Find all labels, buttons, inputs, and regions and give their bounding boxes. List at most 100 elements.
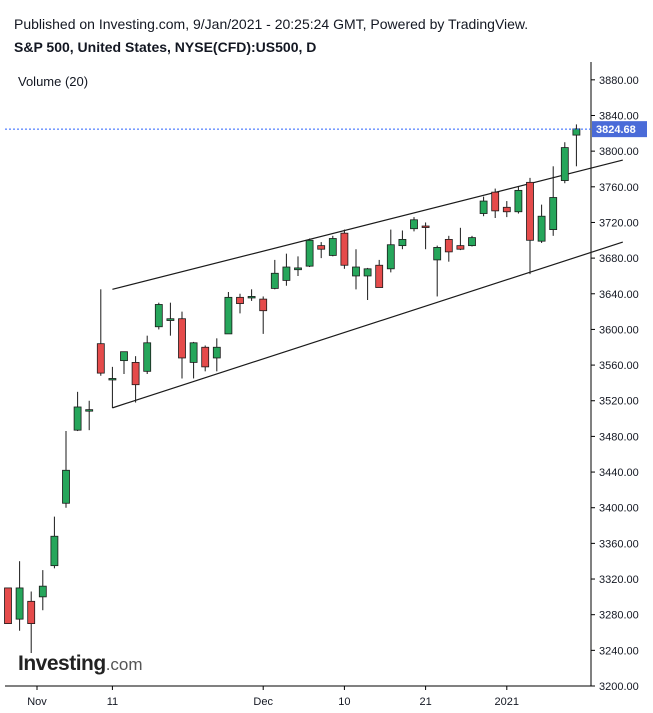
candle bbox=[502, 201, 511, 218]
candle bbox=[537, 204, 546, 243]
candle-body bbox=[549, 197, 558, 230]
candle bbox=[62, 431, 70, 508]
candle bbox=[189, 341, 198, 379]
candle-body bbox=[305, 239, 314, 267]
candle bbox=[514, 186, 523, 214]
candle-body bbox=[340, 232, 349, 266]
y-tick-label: 3800.00 bbox=[599, 146, 639, 158]
candle-body bbox=[15, 587, 24, 620]
y-tick-label: 3680.00 bbox=[599, 253, 639, 265]
candle-body bbox=[247, 296, 256, 299]
candle-body bbox=[50, 535, 59, 567]
candle-body bbox=[282, 266, 291, 281]
candle-body bbox=[479, 200, 488, 214]
x-tick-label: Dec bbox=[253, 696, 273, 708]
y-tick-label: 3640.00 bbox=[599, 289, 639, 301]
investing-logo: Investing.com bbox=[18, 652, 143, 676]
candle-body bbox=[236, 296, 244, 304]
candle bbox=[572, 124, 581, 167]
candle bbox=[386, 229, 395, 273]
candle bbox=[131, 356, 140, 403]
candle bbox=[247, 289, 256, 301]
candle-body bbox=[421, 225, 430, 228]
candle bbox=[212, 338, 221, 372]
candle-body bbox=[491, 191, 500, 212]
x-tick-label: 21 bbox=[419, 696, 431, 708]
candle-body bbox=[85, 409, 94, 412]
last-price-tag bbox=[592, 121, 647, 138]
y-tick-label: 3400.00 bbox=[599, 503, 639, 515]
candle-body bbox=[108, 378, 117, 381]
candle-body bbox=[386, 244, 395, 270]
candle bbox=[27, 591, 36, 654]
candle-body bbox=[120, 351, 128, 362]
candle bbox=[363, 267, 372, 301]
candle bbox=[398, 230, 407, 250]
candle bbox=[236, 293, 244, 314]
y-tick-label: 3840.00 bbox=[599, 110, 639, 122]
candle bbox=[549, 166, 558, 236]
candle-body bbox=[317, 245, 326, 250]
candle-body bbox=[189, 342, 198, 363]
candle-body bbox=[212, 346, 221, 359]
candle bbox=[375, 259, 384, 288]
candle-body bbox=[27, 600, 36, 624]
candle bbox=[270, 259, 279, 290]
candle bbox=[178, 311, 186, 379]
candle bbox=[73, 391, 82, 432]
candle bbox=[282, 253, 291, 286]
published-caption: Published on Investing.com, 9/Jan/2021 -… bbox=[14, 16, 529, 32]
y-tick-label: 3600.00 bbox=[599, 324, 639, 336]
candle bbox=[120, 351, 128, 374]
candle-body bbox=[444, 238, 453, 253]
y-tick-label: 3200.00 bbox=[599, 681, 639, 693]
candle bbox=[305, 238, 314, 268]
y-tick-label: 3480.00 bbox=[599, 431, 639, 443]
y-tick-label: 3880.00 bbox=[599, 75, 639, 87]
candle-body bbox=[270, 272, 279, 289]
x-tick-label: Nov bbox=[27, 696, 47, 708]
candle bbox=[421, 222, 430, 250]
candle-body bbox=[398, 238, 407, 247]
candle bbox=[294, 256, 302, 276]
x-axis: Nov 11 Dec 10 21 2021 bbox=[27, 686, 519, 708]
candle-body bbox=[224, 296, 233, 335]
candle bbox=[317, 242, 326, 259]
candle bbox=[224, 291, 233, 335]
candle bbox=[560, 142, 569, 184]
candle bbox=[526, 177, 534, 275]
candle-body bbox=[154, 304, 163, 328]
y-tick-label: 3520.00 bbox=[599, 396, 639, 408]
candle bbox=[433, 245, 442, 297]
last-price-marker: 3824.68 bbox=[5, 121, 647, 138]
candle bbox=[85, 400, 94, 431]
candle bbox=[491, 188, 500, 218]
candle bbox=[340, 229, 349, 269]
candle-body bbox=[352, 266, 360, 277]
candle-body bbox=[363, 268, 372, 277]
candle-body bbox=[62, 469, 70, 504]
x-tick-label: 2021 bbox=[495, 696, 519, 708]
candle-body bbox=[259, 298, 268, 312]
candle-body bbox=[468, 237, 476, 247]
candle-body bbox=[456, 245, 465, 250]
trendlines bbox=[112, 159, 623, 409]
candle bbox=[154, 302, 163, 330]
candle bbox=[444, 235, 453, 262]
candle-body bbox=[4, 587, 12, 625]
candle bbox=[4, 587, 12, 625]
candle bbox=[201, 345, 210, 372]
candle bbox=[328, 235, 337, 257]
y-tick-label: 3440.00 bbox=[599, 467, 639, 479]
x-tick-label: 10 bbox=[338, 696, 350, 708]
candle-body bbox=[201, 346, 210, 368]
candle-body bbox=[433, 247, 442, 261]
instrument-title: S&P 500, United States, NYSE(CFD):US500,… bbox=[14, 39, 317, 55]
y-tick-label: 3320.00 bbox=[599, 574, 639, 586]
candle bbox=[50, 516, 59, 569]
candle bbox=[143, 335, 152, 374]
candle-body bbox=[166, 318, 175, 321]
x-tick-label: 11 bbox=[107, 696, 118, 708]
y-tick-label: 3720.00 bbox=[599, 217, 639, 229]
